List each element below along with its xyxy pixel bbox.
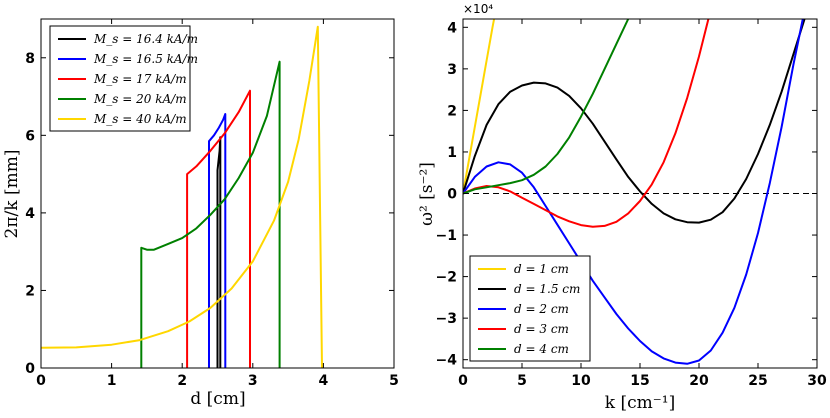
right-x-ticks: 0 5 10 15 20 25 30 [458,19,827,389]
right-x-tick-label: 10 [571,373,591,389]
right-x-tick-label: 15 [630,373,649,389]
left-y-tick-label: 0 [25,361,35,377]
left-x-tick-label: 1 [107,373,117,389]
left-x-tick-label: 3 [248,373,258,389]
right-legend-label-0: d = 1 cm [514,262,569,276]
left-series-line-4 [41,25,323,368]
right-panel: 0 5 10 15 20 25 30 −4 −3 −2 −1 0 1 2 3 4 ×10⁴ k [cm⁻¹]… [417,2,827,413]
right-x-tick-label: 25 [748,373,767,389]
right-x-axis-label: k [cm⁻¹] [605,393,675,413]
left-legend-label-4: M_s = 40 kA/m [93,112,187,126]
right-series-line-2 [463,19,804,365]
left-plot-area [41,25,323,368]
right-y-axis-label: ω² [s⁻²] [417,162,437,226]
left-legend-label-1: M_s = 16.5 kA/m [93,52,198,66]
right-y-tick-label: 0 [447,187,457,203]
left-y-tick-label: 8 [25,51,35,67]
left-x-tick-label: 0 [36,373,46,389]
left-series-line-0 [216,136,222,368]
right-y-tick-label: 2 [447,103,457,119]
left-legend-label-2: M_s = 17 kA/m [93,72,187,86]
left-y-tick-label: 6 [25,128,35,144]
right-x-tick-label: 20 [689,373,709,389]
right-legend-label-2: d = 2 cm [514,302,569,316]
left-panel: 0 1 2 3 4 5 0 2 4 6 8 d [cm] 2π/k [mm] M_s = 16.4… [2,18,399,409]
left-legend-label-0: M_s = 16.4 kA/m [93,32,198,46]
right-y-tick-label: −3 [436,311,457,327]
right-x-tick-label: 0 [458,373,468,389]
left-x-ticks: 0 1 2 3 4 5 [36,19,399,389]
right-x-tick-label: 5 [517,373,527,389]
left-x-axis-label: d [cm] [190,389,245,409]
left-x-tick-label: 4 [319,373,329,389]
left-legend-label-3: M_s = 20 kA/m [93,92,187,106]
left-y-ticks: 0 2 4 6 8 [25,51,394,377]
right-legend-label-3: d = 3 cm [514,322,569,336]
right-y-tick-label: 1 [447,145,457,161]
right-scale-note: ×10⁴ [463,2,493,16]
left-axes-frame [40,18,395,369]
left-series-line-3 [140,60,281,368]
right-series-line-3 [463,19,710,228]
right-y-tick-label: 4 [447,20,457,36]
right-x-tick-label: 30 [807,373,827,389]
right-series-line-0 [463,19,496,194]
right-y-tick-label: 3 [447,62,457,78]
right-legend-label-1: d = 1.5 cm [514,282,580,296]
left-series-line-1 [208,113,227,368]
left-y-tick-label: 2 [25,283,35,299]
right-y-ticks: −4 −3 −2 −1 0 1 2 3 4 [436,20,817,369]
right-series-line-4 [463,19,630,195]
right-plot-area [463,19,817,365]
right-y-tick-label: −2 [436,270,457,286]
right-y-tick-label: −4 [436,353,458,369]
right-legend-label-4: d = 4 cm [514,342,569,356]
right-series-line-1 [463,19,806,224]
left-x-tick-label: 5 [389,373,399,389]
right-legend: d = 1 cm d = 1.5 cm d = 2 cm d = 3 cm d = 4 … [469,255,591,362]
left-legend: M_s = 16.4 kA/m M_s = 16.5 kA/m M_s = 17 k… [49,25,198,132]
left-series-line-2 [186,89,251,368]
right-y-tick-label: −1 [436,228,457,244]
left-y-axis-label: 2π/k [mm] [2,150,22,239]
left-y-tick-label: 4 [25,206,35,222]
left-x-tick-label: 2 [177,373,187,389]
